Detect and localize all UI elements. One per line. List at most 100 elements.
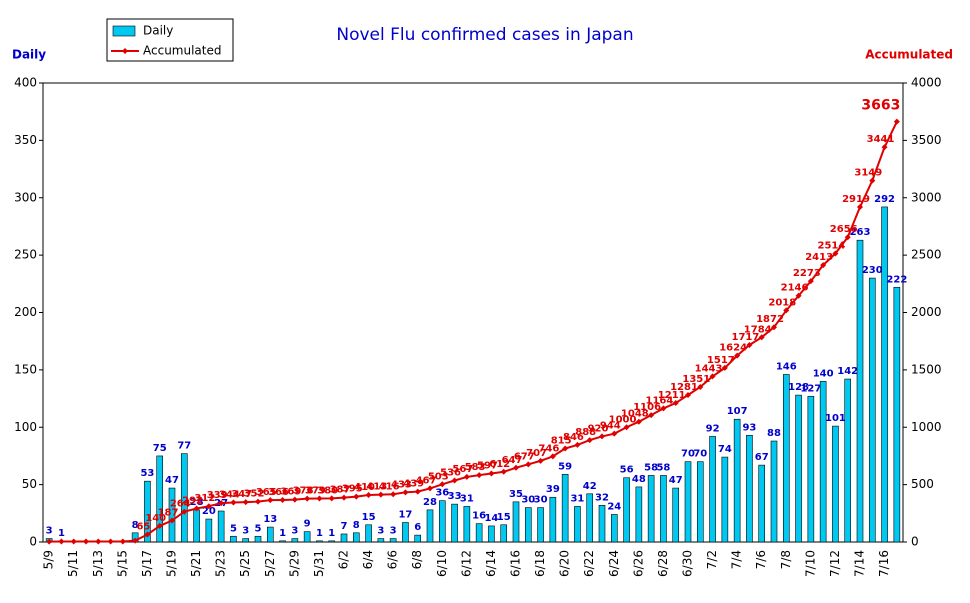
data-label: 1 <box>279 528 286 539</box>
marker <box>549 453 556 460</box>
marker <box>390 491 397 498</box>
x-tick-label: 6/14 <box>484 550 498 577</box>
marker <box>341 494 347 501</box>
bar <box>549 496 557 543</box>
marker <box>95 538 102 545</box>
data-label: 32 <box>595 492 609 503</box>
marker <box>377 491 384 498</box>
x-tick-label: 5/23 <box>214 550 228 577</box>
marker <box>709 373 716 380</box>
data-label: 312 <box>194 493 215 504</box>
data-label: 677 <box>514 451 535 462</box>
data-label: 42 <box>583 481 597 492</box>
bar <box>352 532 360 543</box>
data-label: 3 <box>390 526 397 537</box>
y-tick-label: 100 <box>14 420 37 434</box>
data-label: 379 <box>305 486 326 497</box>
bar <box>144 480 151 543</box>
marker <box>574 441 581 448</box>
marker <box>771 324 777 331</box>
data-label: 8 <box>353 520 360 531</box>
marker <box>721 364 728 371</box>
data-label: 1517 <box>707 355 735 366</box>
x-tick-label: 7/4 <box>730 550 744 569</box>
x-tick-label: 7/6 <box>754 550 768 569</box>
data-label: 3 <box>377 526 384 537</box>
x-tick-label: 6/12 <box>459 550 473 577</box>
x-tick-label: 6/2 <box>337 550 351 569</box>
data-label: 222 <box>886 274 907 285</box>
data-label: 92 <box>706 423 720 434</box>
data-label: 15 <box>497 512 511 523</box>
marker <box>242 499 249 506</box>
data-label: 1000 <box>609 414 637 425</box>
bar <box>451 503 458 543</box>
marker <box>107 538 114 545</box>
y2-tick-label: 1000 <box>911 420 942 434</box>
data-label: 59 <box>558 461 572 472</box>
bar <box>696 461 704 543</box>
marker <box>832 250 839 257</box>
x-tick-label: 5/29 <box>287 550 301 577</box>
data-label: 6 <box>414 522 421 533</box>
y-tick-label: 400 <box>14 76 37 90</box>
data-label: 3 <box>291 526 298 537</box>
data-label: 101 <box>825 413 846 424</box>
data-label: 503 <box>428 471 449 482</box>
data-label: 1106 <box>633 402 661 413</box>
x-tick-label: 6/26 <box>631 550 645 577</box>
data-label: 74 <box>718 444 732 455</box>
marker <box>427 485 433 492</box>
marker <box>291 496 298 503</box>
legend-label: Accumulated <box>143 44 222 58</box>
bar <box>623 477 630 543</box>
y2-tick-label: 3000 <box>911 190 942 204</box>
x-tick-label: 6/28 <box>656 550 670 577</box>
marker <box>316 495 323 502</box>
data-label: 14 <box>484 513 498 524</box>
data-label: 347 <box>231 489 252 500</box>
data-label: 1164 <box>646 395 674 406</box>
y-tick-label: 50 <box>22 477 37 491</box>
data-label: 1211 <box>658 390 686 401</box>
x-tick-label: 7/2 <box>705 550 719 569</box>
marker <box>783 307 790 314</box>
data-label: 142 <box>837 366 858 377</box>
marker <box>144 531 151 538</box>
marker <box>83 538 89 545</box>
bar <box>660 475 667 543</box>
marker <box>328 495 335 502</box>
marker <box>672 400 679 407</box>
y-tick-label: 350 <box>14 133 37 147</box>
marker <box>807 278 814 285</box>
marker <box>697 383 704 390</box>
bar <box>279 540 286 543</box>
data-label: 344 <box>219 490 240 501</box>
data-label: 1281 <box>670 382 698 393</box>
x-tick-label: 6/20 <box>558 550 572 577</box>
marker <box>46 538 53 545</box>
x-tick-label: 7/10 <box>803 550 817 577</box>
bar <box>365 524 372 543</box>
bar <box>488 525 495 543</box>
marker <box>451 477 458 484</box>
bar <box>746 434 753 543</box>
marker <box>58 538 65 545</box>
marker <box>586 437 593 444</box>
data-label: 65 <box>136 522 150 533</box>
bar <box>512 501 520 543</box>
marker <box>119 538 126 545</box>
data-label: 264 <box>170 499 191 510</box>
data-label: 292 <box>182 495 203 506</box>
x-tick-label: 6/30 <box>681 550 695 577</box>
data-label: 7 <box>341 521 348 532</box>
marker <box>205 503 212 510</box>
x-tick-label: 7/12 <box>828 550 842 577</box>
data-label: 107 <box>727 406 748 417</box>
data-label: 13 <box>263 514 277 525</box>
data-label: 380 <box>317 485 338 496</box>
marker <box>893 118 900 125</box>
bar <box>856 239 864 543</box>
data-label: 3149 <box>854 168 882 179</box>
data-label: 263 <box>850 227 871 238</box>
